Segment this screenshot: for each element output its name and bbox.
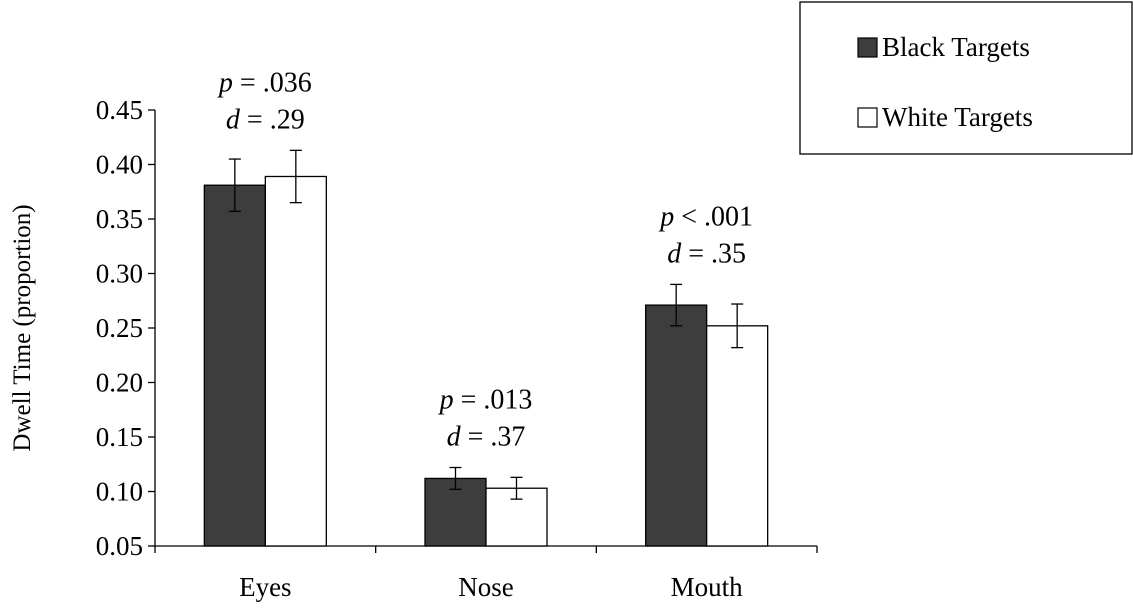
x-ticks [154, 546, 818, 553]
legend-label-white: White Targets [882, 102, 1033, 132]
annotation-p-value: p = .036 [217, 67, 312, 98]
bar-white-mouth [706, 325, 769, 547]
legend: Black Targets White Targets [799, 1, 1133, 155]
y-tick-label: 0.45 [96, 95, 143, 125]
y-ticks: 0.05 0.10 0.15 0.20 0.25 0.30 0.35 0.40 0.45 [96, 95, 155, 561]
y-tick-label: 0.20 [96, 368, 143, 398]
legend-swatch-black [857, 37, 878, 58]
y-axis-title: Dwell Time (proportion) [9, 204, 36, 451]
legend-swatch-white [857, 107, 878, 128]
annotation-d-value: d = .29 [226, 104, 305, 135]
y-tick-label: 0.05 [96, 531, 143, 561]
y-tick-label: 0.40 [96, 150, 143, 180]
annotations: p = .036 d = .29 p = .013 d = .37 p < .001 d … [217, 67, 753, 452]
bar-black-eyes [203, 184, 266, 547]
bars [203, 175, 769, 547]
x-tick-label: Nose [458, 572, 514, 602]
y-tick-label: 0.35 [96, 204, 143, 234]
bar-white-eyes [264, 175, 327, 547]
x-tick-label: Eyes [239, 572, 291, 602]
category-labels: Eyes Nose Mouth [239, 572, 743, 602]
legend-box [799, 1, 1133, 155]
bar-black-mouth [645, 304, 708, 547]
y-tick-label: 0.15 [96, 422, 143, 452]
annotation-d-value: d = .35 [667, 238, 746, 269]
annotation-d-value: d = .37 [447, 422, 526, 453]
error-bars [228, 149, 744, 500]
y-tick-label: 0.30 [96, 259, 143, 289]
legend-label-black: Black Targets [882, 32, 1030, 62]
y-tick-label: 0.10 [96, 477, 143, 507]
y-tick-label: 0.25 [96, 313, 143, 343]
annotation-p-value: p = .013 [438, 385, 533, 416]
annotation-p-value: p < .001 [658, 201, 753, 232]
x-tick-label: Mouth [671, 572, 744, 602]
